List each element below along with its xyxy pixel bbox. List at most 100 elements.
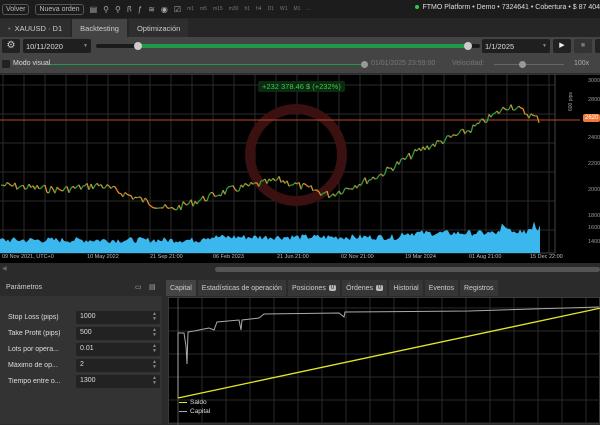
price-candle [117, 190, 119, 193]
price-candle [457, 133, 459, 135]
range-start-handle[interactable] [134, 42, 142, 50]
price-candle [329, 196, 331, 198]
price-candle [373, 177, 375, 179]
play-button[interactable]: ▶ [553, 39, 571, 53]
visual-progress-bar[interactable] [50, 64, 365, 65]
f-icon[interactable]: ƒ [138, 5, 142, 14]
price-candle [293, 183, 295, 185]
price-candle [437, 141, 439, 142]
visual-mode-checkbox[interactable] [2, 60, 10, 68]
layout-icon[interactable]: ▤ [90, 5, 98, 14]
price-candle [111, 186, 113, 188]
new-order-button[interactable]: Nueva orden [35, 4, 83, 15]
more-button[interactable] [595, 39, 600, 53]
price-candle [183, 202, 185, 204]
tf-d1[interactable]: D1 [268, 6, 274, 12]
tf-m5[interactable]: m5 [200, 6, 207, 12]
price-candle [393, 167, 395, 171]
tab-logs[interactable]: Registros [460, 280, 498, 296]
price-chart[interactable]: +232 378.46 $ (+232%) 2620 600 pips 3000… [0, 74, 600, 263]
end-date-value: 1/1/2025 [485, 42, 514, 51]
save-icon[interactable]: ▤ [149, 283, 156, 291]
tf-h1[interactable]: h1 [244, 6, 250, 12]
edit-icon[interactable]: ☑ [174, 5, 181, 14]
param-input[interactable]: 1000▲▼ [76, 311, 160, 324]
price-candle [435, 141, 437, 147]
price-candle [217, 195, 219, 196]
price-chart-svg [0, 75, 600, 264]
price-candle [203, 196, 205, 201]
param-input[interactable]: 500▲▼ [76, 327, 160, 340]
price-candle [101, 185, 103, 189]
layers-icon[interactable]: ≋ [148, 5, 155, 14]
scroll-left-arrow-icon[interactable]: ◀ [2, 265, 7, 272]
tf-mn1[interactable]: M1 [293, 6, 300, 12]
price-candle [15, 183, 17, 190]
param-input[interactable]: 1300▲▼ [76, 375, 160, 388]
price-candle [235, 189, 237, 191]
price-candle [445, 136, 447, 141]
back-button[interactable]: Volver [2, 4, 29, 15]
speed-handle[interactable] [519, 61, 526, 68]
date-range-slider[interactable] [96, 44, 480, 48]
price-candle [37, 185, 39, 188]
tab-statistics[interactable]: Estadísticas de operación [198, 280, 286, 296]
y-tick-label: 3000 [588, 78, 600, 84]
price-candle [533, 115, 535, 116]
param-input[interactable]: 0.01▲▼ [76, 343, 160, 356]
spinner-icon[interactable]: ▲▼ [152, 312, 157, 322]
visual-progress-handle[interactable] [361, 61, 368, 68]
price-candle [165, 204, 167, 207]
tab-capital[interactable]: Capital [166, 280, 196, 296]
tab-symbol[interactable]: •XAUUSD · D1 [0, 19, 70, 37]
tf-m1[interactable]: m1 [187, 6, 194, 12]
price-candle [59, 189, 61, 190]
price-candle [471, 125, 473, 133]
settings-gear-icon[interactable]: ⚙ [2, 39, 20, 53]
param-input[interactable]: 2▲▼ [76, 359, 160, 372]
param-label: Take Profit (pips) [8, 330, 68, 337]
indicators-icon[interactable]: ꟗ [127, 4, 132, 15]
zoom-in-icon[interactable]: ⚲ [115, 5, 121, 14]
price-candle [151, 206, 153, 208]
tf-m15[interactable]: m15 [213, 6, 223, 12]
x-tick-label: 01 Aug 21:00 [469, 254, 501, 260]
tf-w1[interactable]: W1 [280, 6, 288, 12]
price-candle [245, 183, 247, 184]
more-timeframes[interactable]: ... [306, 6, 310, 12]
tab-events[interactable]: Eventos [425, 280, 458, 296]
tf-m30[interactable]: m30 [229, 6, 239, 12]
end-date-select[interactable]: 1/1/2025▼ [482, 39, 550, 53]
price-candle [517, 106, 519, 108]
current-price-tag: 2620 [583, 114, 600, 122]
price-candle [287, 181, 289, 186]
spinner-icon[interactable]: ▲▼ [152, 376, 157, 386]
param-row: Tiempo entre o...1300▲▼ [8, 374, 160, 388]
tab-backtesting[interactable]: Backtesting [72, 19, 127, 37]
load-icon[interactable]: ▭ [135, 283, 142, 291]
eye-icon[interactable]: ◉ [161, 5, 168, 14]
stop-button[interactable]: ■ [574, 39, 592, 53]
start-date-select[interactable]: 10/11/2020▼ [23, 39, 91, 53]
zoom-out-icon[interactable]: ⚲ [103, 5, 109, 14]
spinner-icon[interactable]: ▲▼ [152, 344, 157, 354]
chart-scrollbar[interactable]: ◀ [0, 263, 600, 276]
spinner-icon[interactable]: ▲▼ [152, 360, 157, 370]
y-tick-label: 2800 [588, 97, 600, 103]
price-candle [357, 184, 359, 188]
param-label: Máximo de op... [8, 362, 68, 369]
tab-optimization[interactable]: Optimización [129, 19, 188, 37]
price-candle [135, 197, 137, 198]
tf-h4[interactable]: h4 [256, 6, 262, 12]
tab-history[interactable]: Historial [389, 280, 422, 296]
range-end-handle[interactable] [464, 42, 472, 50]
spinner-icon[interactable]: ▲▼ [152, 328, 157, 338]
price-candle [187, 203, 189, 205]
speed-value: 100x [574, 60, 589, 67]
price-candle [225, 188, 227, 194]
scrollbar-thumb[interactable] [215, 267, 600, 272]
speed-slider[interactable] [494, 64, 564, 65]
price-candle [523, 109, 525, 115]
